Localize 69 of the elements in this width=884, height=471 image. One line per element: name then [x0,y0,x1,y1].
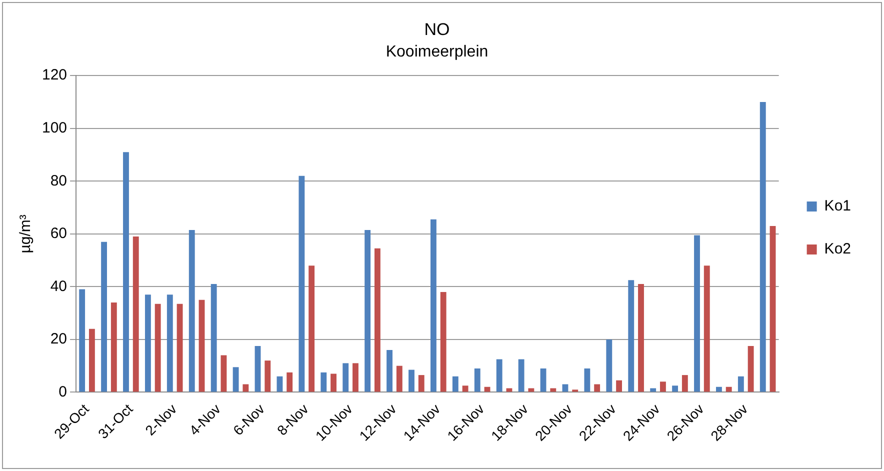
chart-title: NO [424,20,450,39]
bar [682,375,688,392]
bar [694,235,700,392]
y-tick-label: 80 [50,172,68,190]
bar [264,360,271,392]
bar [738,376,744,392]
bar [396,366,402,392]
y-tick-label: 20 [50,330,68,348]
bar [188,230,195,392]
bar [638,284,644,392]
bar [308,266,315,392]
y-tick-label: 100 [42,120,68,137]
bar [132,236,139,392]
bar [220,355,227,392]
bar [298,176,305,392]
bar [474,368,480,392]
bar [276,376,283,392]
bar [760,102,766,392]
legend-label: Ko1 [824,198,852,215]
bar [726,386,732,392]
legend-label: Ko2 [824,240,852,258]
bar [374,248,380,392]
bar [606,339,612,392]
y-tick-label: 60 [50,225,68,242]
bar [628,280,634,392]
bar [330,374,336,392]
bar [286,372,293,392]
bar [364,230,371,392]
bar [452,376,458,392]
bar [242,384,249,392]
bar [540,368,546,392]
bar [144,294,151,392]
bar [672,386,678,392]
bar [440,292,446,392]
bar [320,372,327,392]
bar [176,304,183,392]
bar [110,302,117,392]
bar [352,363,358,392]
bar [123,152,129,392]
bar [101,242,107,392]
bar [518,359,524,392]
bar [198,300,205,392]
bar [704,266,710,392]
bar [79,289,86,392]
bar [496,359,502,392]
bar [386,350,392,392]
bar [748,346,754,392]
bar [418,375,424,392]
y-tick-label: 120 [42,66,68,84]
bar [232,367,239,392]
bar [210,284,217,392]
y-tick-label: 0 [58,383,68,400]
bar [342,363,349,392]
bar [166,294,173,392]
bar [584,368,590,392]
bar [616,380,622,392]
bar [716,386,722,392]
chart-subtitle: Kooimeerplein [386,43,488,60]
bar [462,386,468,392]
bar [660,382,666,392]
bar [154,304,161,392]
bar [408,370,414,392]
y-tick-label: 40 [50,278,68,295]
bar [254,346,261,392]
bar [430,219,436,392]
bar [88,328,95,392]
y-axis-title: µg/m³ [17,214,34,254]
bar [770,226,776,392]
bar [594,384,600,392]
